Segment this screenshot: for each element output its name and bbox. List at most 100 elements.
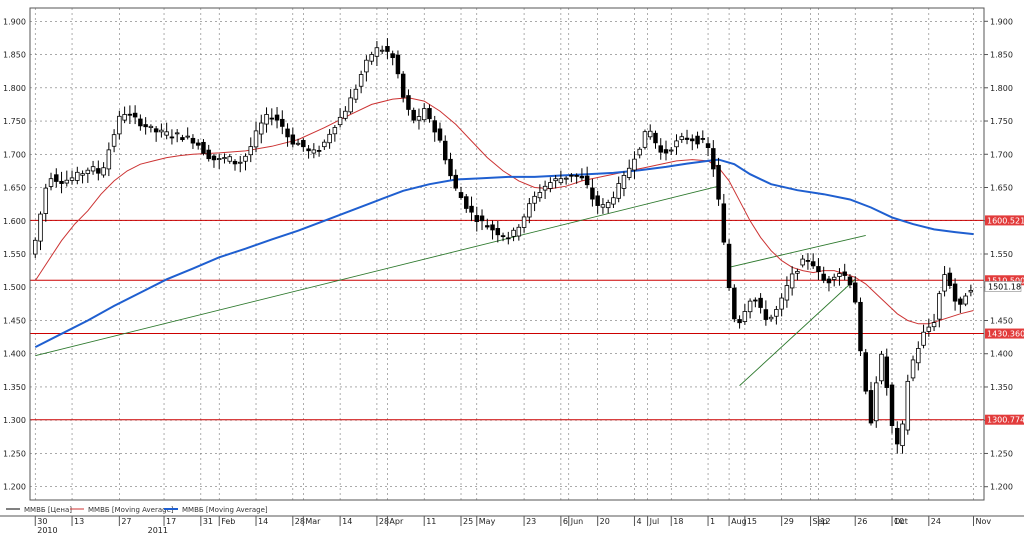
candle-body <box>721 203 727 243</box>
candle-body <box>874 382 879 422</box>
y-tick-label-left: 1.750 <box>3 117 26 126</box>
x-tick-label: 28 <box>295 517 305 526</box>
x-tick-label: 31 <box>203 517 213 526</box>
candle-body <box>159 129 164 133</box>
y-tick-label-right: 1.350 <box>990 383 1013 392</box>
candle-body <box>348 97 353 113</box>
candle-body <box>621 174 627 189</box>
candle-body <box>54 174 59 182</box>
x-tick-label: Sep <box>813 517 828 526</box>
candle-body <box>616 183 621 199</box>
candle-body <box>464 196 469 209</box>
candle-body <box>264 114 269 125</box>
candle-body <box>306 148 311 152</box>
x-tick-label: Oct <box>894 517 908 526</box>
candle-body <box>337 116 343 126</box>
candle-body <box>726 243 732 289</box>
candle-body <box>259 122 264 135</box>
candle-body <box>716 164 721 200</box>
candle-body <box>695 135 700 145</box>
candle-body <box>400 73 406 98</box>
candle-body <box>963 295 968 305</box>
candle-body <box>521 216 527 228</box>
candle-body <box>211 155 217 161</box>
candle-body <box>458 192 464 198</box>
candle-body <box>295 142 301 145</box>
candle-body <box>584 175 590 186</box>
candle-body <box>274 114 280 121</box>
candle-body <box>437 128 443 141</box>
candle-body <box>185 135 190 138</box>
candle-body <box>80 173 85 176</box>
candle-body <box>390 53 395 59</box>
candle-body <box>837 273 842 277</box>
y-tick-label-right: 1.700 <box>990 150 1013 159</box>
candle-body <box>753 299 758 302</box>
legend-label: ММВБ [Moving Average] <box>182 506 268 514</box>
candle-body <box>916 348 921 364</box>
candle-body <box>190 137 196 144</box>
candle-body <box>852 282 858 303</box>
candle-body <box>884 356 889 388</box>
candle-body <box>111 134 117 147</box>
candle-body <box>826 278 832 284</box>
level-label-box <box>985 414 1024 425</box>
y-tick-label-right: 1.800 <box>990 84 1013 93</box>
moving-average-long-line <box>34 158 974 348</box>
candle-body <box>364 59 369 73</box>
year-label: 2010 <box>37 526 57 535</box>
x-tick-label: 30 <box>37 517 47 526</box>
candle-body <box>485 225 490 228</box>
x-tick-label: 14 <box>258 517 268 526</box>
x-tick-label: 24 <box>931 517 941 526</box>
candle-body <box>658 145 663 153</box>
candle-body <box>579 175 585 179</box>
candle-body <box>926 326 932 332</box>
candle-body <box>831 276 837 280</box>
candle-body <box>33 239 38 255</box>
level-label-box <box>985 275 1024 286</box>
candle-body <box>206 149 211 160</box>
candle-body <box>516 226 522 237</box>
x-tick-label: 6 <box>563 517 568 526</box>
candle-body <box>332 127 338 135</box>
candle-body <box>674 140 679 148</box>
y-tick-label-left: 1.400 <box>3 350 26 359</box>
x-tick-label: Nov <box>975 517 991 526</box>
moving-average-short-line <box>34 97 974 325</box>
candle-body <box>311 149 317 154</box>
candle-body <box>101 167 106 176</box>
y-tick-label-right: 1.200 <box>990 483 1013 492</box>
candle-body <box>495 228 501 236</box>
candle-body <box>611 197 616 205</box>
candle-body <box>600 204 606 208</box>
candle-body <box>747 300 753 313</box>
candle-body <box>800 258 805 266</box>
trend-line <box>35 185 719 357</box>
level-label: 1600.5212 <box>987 216 1024 225</box>
candle-body <box>642 131 648 148</box>
candle-body <box>474 215 480 222</box>
candle-body <box>711 148 716 170</box>
candle-body <box>858 301 863 352</box>
x-tick-label: 10 <box>894 517 904 526</box>
candle-body <box>605 202 611 209</box>
candle-body <box>500 235 506 238</box>
candle-body <box>758 297 763 308</box>
candle-body <box>805 260 811 262</box>
candle-body <box>742 311 748 322</box>
candle-body <box>527 203 532 218</box>
candle-body <box>842 271 847 276</box>
candle-body <box>553 178 558 182</box>
level-label-box <box>985 328 1024 339</box>
candle-body <box>900 423 905 447</box>
x-tick-label: Feb <box>221 517 235 526</box>
level-label: 1510.5004 <box>987 276 1024 285</box>
candle-body <box>75 171 80 181</box>
candle-body <box>690 138 695 142</box>
trend-lines <box>35 185 866 386</box>
x-tick-label: Aug <box>731 517 747 526</box>
candle-body <box>542 185 548 191</box>
y-tick-label-left: 1.800 <box>3 84 26 93</box>
candle-body <box>69 177 75 181</box>
